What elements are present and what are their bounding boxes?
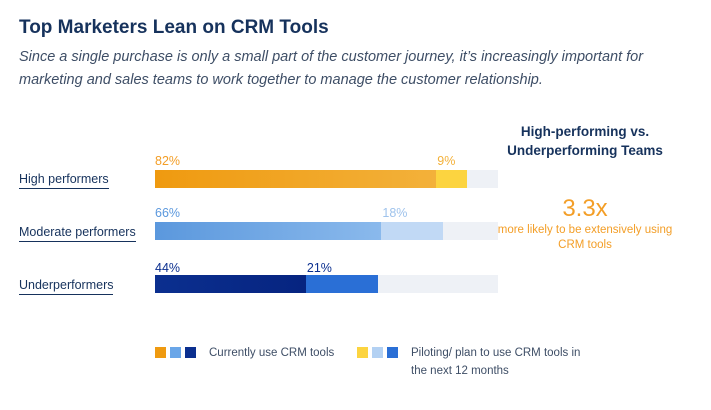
category-label-high-performers: High performers	[19, 172, 109, 189]
value-label-planned-underperformers: 21%	[306, 261, 332, 275]
legend-swatch-planned-1	[357, 347, 368, 358]
callout-title: High-performing vs. Underperforming Team…	[507, 124, 663, 158]
bar-track-high-performers	[155, 170, 498, 188]
value-label-planned-high-performers: 9%	[437, 154, 456, 168]
bar-current-moderate-performers	[155, 222, 382, 240]
callout-text: more likely to be extensively using CRM …	[497, 224, 673, 251]
bar-planned-moderate-performers	[381, 222, 444, 240]
bar-track-moderate-performers	[155, 222, 498, 240]
legend-swatch-current-3	[185, 347, 196, 358]
callout-number: 3.3x	[562, 195, 608, 222]
bar-current-underperformers	[155, 275, 306, 293]
value-label-current-moderate-performers: 66%	[155, 206, 181, 220]
chart-subtitle: Since a single purchase is only a small …	[19, 49, 644, 88]
value-label-current-underperformers: 44%	[155, 261, 181, 275]
value-label-planned-moderate-performers: 18%	[382, 206, 408, 220]
legend-swatch-planned-3	[387, 347, 398, 358]
legend-label-planned: Piloting/ plan to use CRM tools in the n…	[411, 347, 581, 377]
chart-title: Top Marketers Lean on CRM Tools	[19, 17, 329, 38]
bar-track-underperformers	[155, 275, 498, 293]
category-label-moderate-performers: Moderate performers	[19, 225, 136, 242]
legend-swatch-current-1	[155, 347, 166, 358]
bar-planned-high-performers	[436, 170, 468, 188]
category-label-underperformers: Underperformers	[19, 278, 114, 295]
bar-planned-underperformers	[305, 275, 378, 293]
value-label-current-high-performers: 82%	[155, 154, 181, 168]
legend-swatch-planned-2	[372, 347, 383, 358]
bar-current-high-performers	[155, 170, 437, 188]
legend-label-current: Currently use CRM tools	[209, 347, 335, 359]
legend-swatch-current-2	[170, 347, 181, 358]
